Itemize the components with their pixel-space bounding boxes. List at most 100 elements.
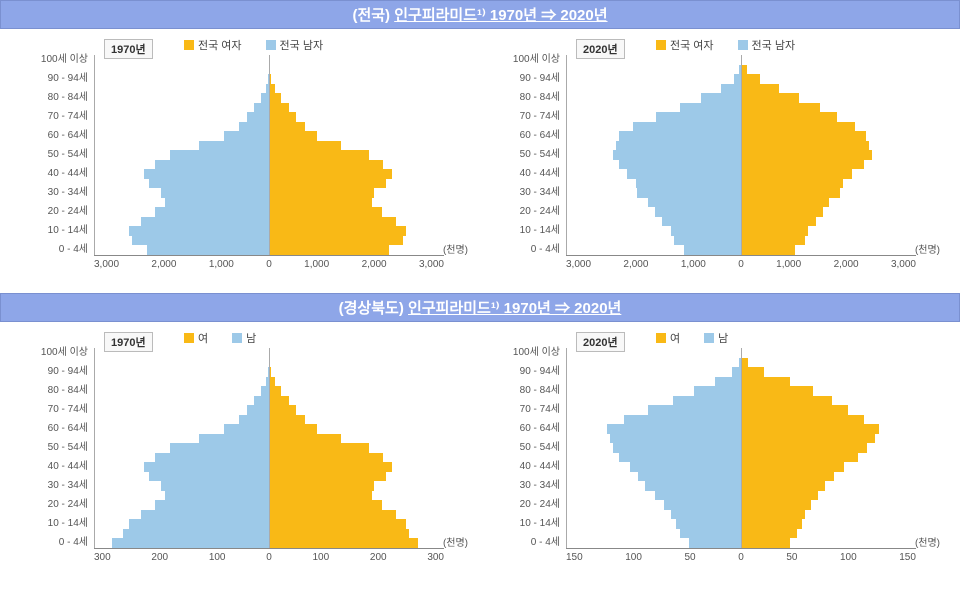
female-bar bbox=[269, 226, 406, 236]
age-label: 30 - 34세 bbox=[486, 188, 564, 198]
male-bar bbox=[694, 386, 741, 396]
male-bar bbox=[684, 245, 741, 255]
legend-item: 전국 남자 bbox=[738, 37, 796, 53]
male-bar bbox=[161, 481, 269, 491]
y-axis-line bbox=[566, 55, 567, 255]
y-axis-line bbox=[94, 348, 95, 548]
age-label: 80 - 84세 bbox=[14, 93, 92, 103]
x-tick-label: 2,000 bbox=[623, 259, 648, 270]
legend-swatch bbox=[184, 40, 194, 50]
female-bar bbox=[741, 179, 843, 189]
unit-label: (천명) bbox=[443, 534, 468, 549]
unit-label: (천명) bbox=[915, 241, 940, 256]
plot-area: 100세 이상90 - 94세80 - 84세70 - 74세60 - 64세5… bbox=[486, 348, 946, 586]
region-label: (전국) bbox=[352, 7, 390, 24]
age-label: 20 - 24세 bbox=[486, 500, 564, 510]
female-bar bbox=[741, 131, 866, 141]
male-bar bbox=[676, 519, 741, 529]
female-bar bbox=[741, 122, 855, 132]
x-tick-label: 1,000 bbox=[776, 259, 801, 270]
age-label: 50 - 54세 bbox=[14, 150, 92, 160]
male-bar bbox=[673, 396, 741, 406]
legend-item: 전국 남자 bbox=[266, 37, 324, 53]
male-bar bbox=[247, 112, 269, 122]
female-bar bbox=[269, 217, 396, 227]
female-bar bbox=[741, 396, 832, 406]
male-bar bbox=[633, 122, 741, 132]
age-label: 80 - 84세 bbox=[14, 386, 92, 396]
age-label: 60 - 64세 bbox=[486, 424, 564, 434]
x-tick-label: 2,000 bbox=[362, 259, 387, 270]
male-bar bbox=[254, 396, 269, 406]
male-bar bbox=[610, 434, 741, 444]
female-bar bbox=[741, 377, 790, 387]
x-tick-label: 3,000 bbox=[94, 259, 119, 270]
male-bar bbox=[607, 424, 741, 434]
female-bar bbox=[741, 84, 779, 94]
male-bar bbox=[170, 150, 269, 160]
male-bar bbox=[224, 424, 269, 434]
y-axis-labels: 100세 이상90 - 94세80 - 84세70 - 74세60 - 64세5… bbox=[14, 55, 92, 255]
x-tick-label: 0 bbox=[738, 552, 744, 563]
age-label: 90 - 94세 bbox=[14, 367, 92, 377]
plot-area: 100세 이상90 - 94세80 - 84세70 - 74세60 - 64세5… bbox=[486, 55, 946, 293]
male-bar bbox=[732, 367, 741, 377]
male-bar bbox=[155, 453, 269, 463]
x-tick-label: 100 bbox=[840, 552, 857, 563]
title-main: 인구피라미드¹⁾ 1970년 ⇒ 2020년 bbox=[408, 300, 621, 317]
unit-label: (천명) bbox=[915, 534, 940, 549]
male-bar bbox=[637, 188, 741, 198]
female-bar bbox=[741, 519, 802, 529]
male-bar bbox=[132, 236, 269, 246]
pyramid-chart: 2020년전국 여자전국 남자100세 이상90 - 94세80 - 84세70… bbox=[486, 33, 946, 293]
x-axis-ticks: 3,0002,0001,00001,0002,0003,000 bbox=[566, 259, 916, 270]
legend-swatch bbox=[184, 333, 194, 343]
male-bar bbox=[734, 74, 741, 84]
x-tick-label: 200 bbox=[151, 552, 168, 563]
legend-swatch bbox=[704, 333, 714, 343]
y-axis-labels: 100세 이상90 - 94세80 - 84세70 - 74세60 - 64세5… bbox=[14, 348, 92, 548]
x-tick-label: 0 bbox=[266, 259, 272, 270]
female-bar bbox=[741, 462, 844, 472]
x-axis-line bbox=[566, 548, 916, 549]
male-bar bbox=[149, 472, 269, 482]
male-bar bbox=[648, 198, 741, 208]
male-bar bbox=[721, 84, 741, 94]
male-bar bbox=[261, 386, 269, 396]
male-bar bbox=[664, 500, 741, 510]
x-tick-label: 150 bbox=[566, 552, 583, 563]
legend-item: 남 bbox=[704, 330, 728, 346]
age-label: 40 - 44세 bbox=[14, 169, 92, 179]
male-bar bbox=[645, 481, 741, 491]
male-bar bbox=[141, 510, 269, 520]
female-bar bbox=[269, 405, 296, 415]
age-label: 0 - 4세 bbox=[14, 245, 92, 255]
age-label: 10 - 14세 bbox=[486, 226, 564, 236]
y-axis-line bbox=[566, 348, 567, 548]
x-tick-label: 3,000 bbox=[891, 259, 916, 270]
female-bar bbox=[741, 207, 823, 217]
x-axis-line bbox=[94, 255, 444, 256]
female-bar bbox=[741, 226, 808, 236]
female-bar bbox=[269, 396, 289, 406]
x-tick-label: 2,000 bbox=[151, 259, 176, 270]
x-tick-label: 100 bbox=[313, 552, 330, 563]
x-tick-label: 2,000 bbox=[834, 259, 859, 270]
age-label: 100세 이상 bbox=[486, 348, 564, 358]
age-label: 10 - 14세 bbox=[14, 226, 92, 236]
male-bar bbox=[155, 160, 269, 170]
male-bar bbox=[680, 529, 741, 539]
male-bar bbox=[701, 93, 741, 103]
male-bar bbox=[613, 443, 741, 453]
x-tick-label: 1,000 bbox=[304, 259, 329, 270]
legend-label: 남 bbox=[718, 330, 728, 346]
female-bar bbox=[741, 434, 875, 444]
female-bar bbox=[741, 491, 818, 501]
female-bar bbox=[269, 236, 403, 246]
age-label: 80 - 84세 bbox=[486, 93, 564, 103]
female-bar bbox=[269, 472, 386, 482]
title-main: 인구피라미드¹⁾ 1970년 ⇒ 2020년 bbox=[394, 7, 607, 24]
male-bar bbox=[655, 491, 741, 501]
legend-swatch bbox=[266, 40, 276, 50]
female-bar bbox=[741, 217, 816, 227]
